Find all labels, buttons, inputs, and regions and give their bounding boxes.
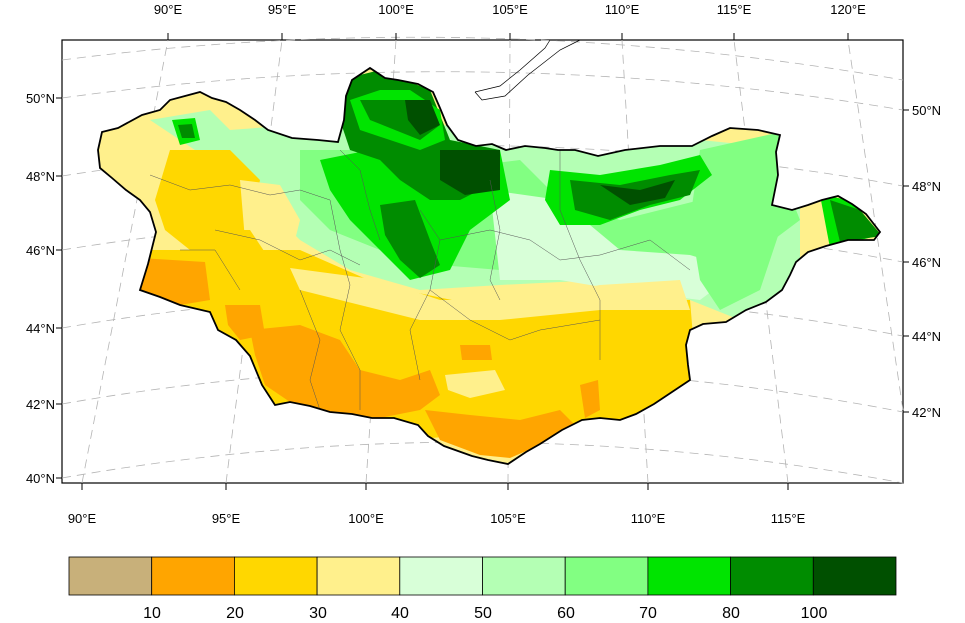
colorbar-tick-label: 10 <box>143 605 161 622</box>
left-ticks <box>56 97 62 479</box>
right-lat-labels: 50°N 48°N 46°N 44°N 42°N <box>912 103 941 420</box>
colorbar-tick-label: 70 <box>639 605 657 622</box>
lon-label: 120°E <box>830 2 866 17</box>
lat-label: 48°N <box>912 179 941 194</box>
colorbar-swatch <box>812 556 897 596</box>
lat-label: 50°N <box>26 91 55 106</box>
lon-label: 110°E <box>605 2 640 17</box>
lat-label: 42°N <box>26 397 55 412</box>
top-ticks <box>167 33 849 40</box>
lon-label: 90°E <box>68 511 97 526</box>
lat-label: 46°N <box>26 243 55 258</box>
colorbar-labels: 10 20 30 40 50 60 70 80 100 <box>143 605 827 622</box>
colorbar-tick-label: 80 <box>722 605 740 622</box>
lat-label: 40°N <box>26 471 55 486</box>
colorbar-swatch <box>68 556 153 596</box>
lat-label: 44°N <box>912 329 941 344</box>
colorbar-swatch <box>730 556 814 596</box>
lon-label: 115°E <box>771 511 806 526</box>
colorbar-tick-label: 30 <box>309 605 327 622</box>
lon-label: 100°E <box>348 511 384 526</box>
colorbar-swatch <box>482 556 566 596</box>
lon-label: 90°E <box>154 2 183 17</box>
bottom-lon-labels: 90°E 95°E 100°E 105°E 110°E 115°E <box>68 511 806 526</box>
lon-label: 115°E <box>717 2 752 17</box>
lat-label: 42°N <box>912 405 941 420</box>
lon-label: 100°E <box>378 2 414 17</box>
colorbar-tick-label: 100 <box>801 605 828 622</box>
province-boundaries <box>149 149 691 411</box>
lon-label: 95°E <box>212 511 241 526</box>
colorbar-swatch <box>233 556 318 596</box>
lat-label: 50°N <box>912 103 941 118</box>
colorbar-swatch <box>564 556 649 596</box>
colorbar-tick-label: 20 <box>226 605 244 622</box>
colorbar-tick-label: 40 <box>391 605 409 622</box>
colorbar-swatch <box>316 556 401 596</box>
colorbar-swatch <box>399 556 483 596</box>
lat-label: 46°N <box>912 255 941 270</box>
right-ticks <box>903 109 909 413</box>
colorbar-tick-label: 50 <box>474 605 492 622</box>
lon-label: 95°E <box>268 2 297 17</box>
colorbar-tick-label: 60 <box>557 605 575 622</box>
colorbar-swatch <box>647 556 732 596</box>
bottom-ticks <box>81 483 789 490</box>
lat-label: 44°N <box>26 321 55 336</box>
country-border <box>97 66 882 465</box>
colorbar <box>68 556 897 596</box>
lon-label: 105°E <box>492 2 528 17</box>
lon-label: 105°E <box>490 511 526 526</box>
left-lat-labels: 50°N 48°N 46°N 44°N 42°N 40°N <box>26 91 55 486</box>
top-lon-labels: 90°E 95°E 100°E 105°E 110°E 115°E 120°E <box>154 2 866 17</box>
lat-label: 48°N <box>26 169 55 184</box>
colorbar-swatch <box>151 556 235 596</box>
lon-label: 110°E <box>631 511 666 526</box>
lake-outline <box>474 39 581 101</box>
